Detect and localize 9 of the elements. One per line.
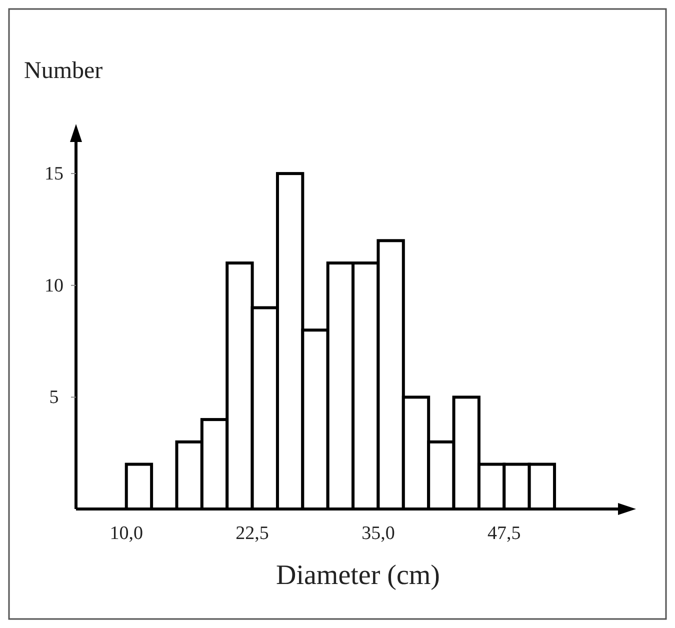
y-axis-title: Number bbox=[24, 58, 103, 84]
y-tick-label: 15 bbox=[44, 164, 64, 185]
x-tick-label: 10,0 bbox=[110, 523, 143, 544]
x-tick-label: 47,5 bbox=[488, 523, 521, 544]
x-axis-title: Diameter (cm) bbox=[276, 560, 440, 591]
y-tick-label: 5 bbox=[49, 387, 59, 408]
x-tick-label: 35,0 bbox=[362, 523, 395, 544]
y-tick-label: 10 bbox=[44, 275, 64, 296]
x-tick-label: 22,5 bbox=[236, 523, 269, 544]
